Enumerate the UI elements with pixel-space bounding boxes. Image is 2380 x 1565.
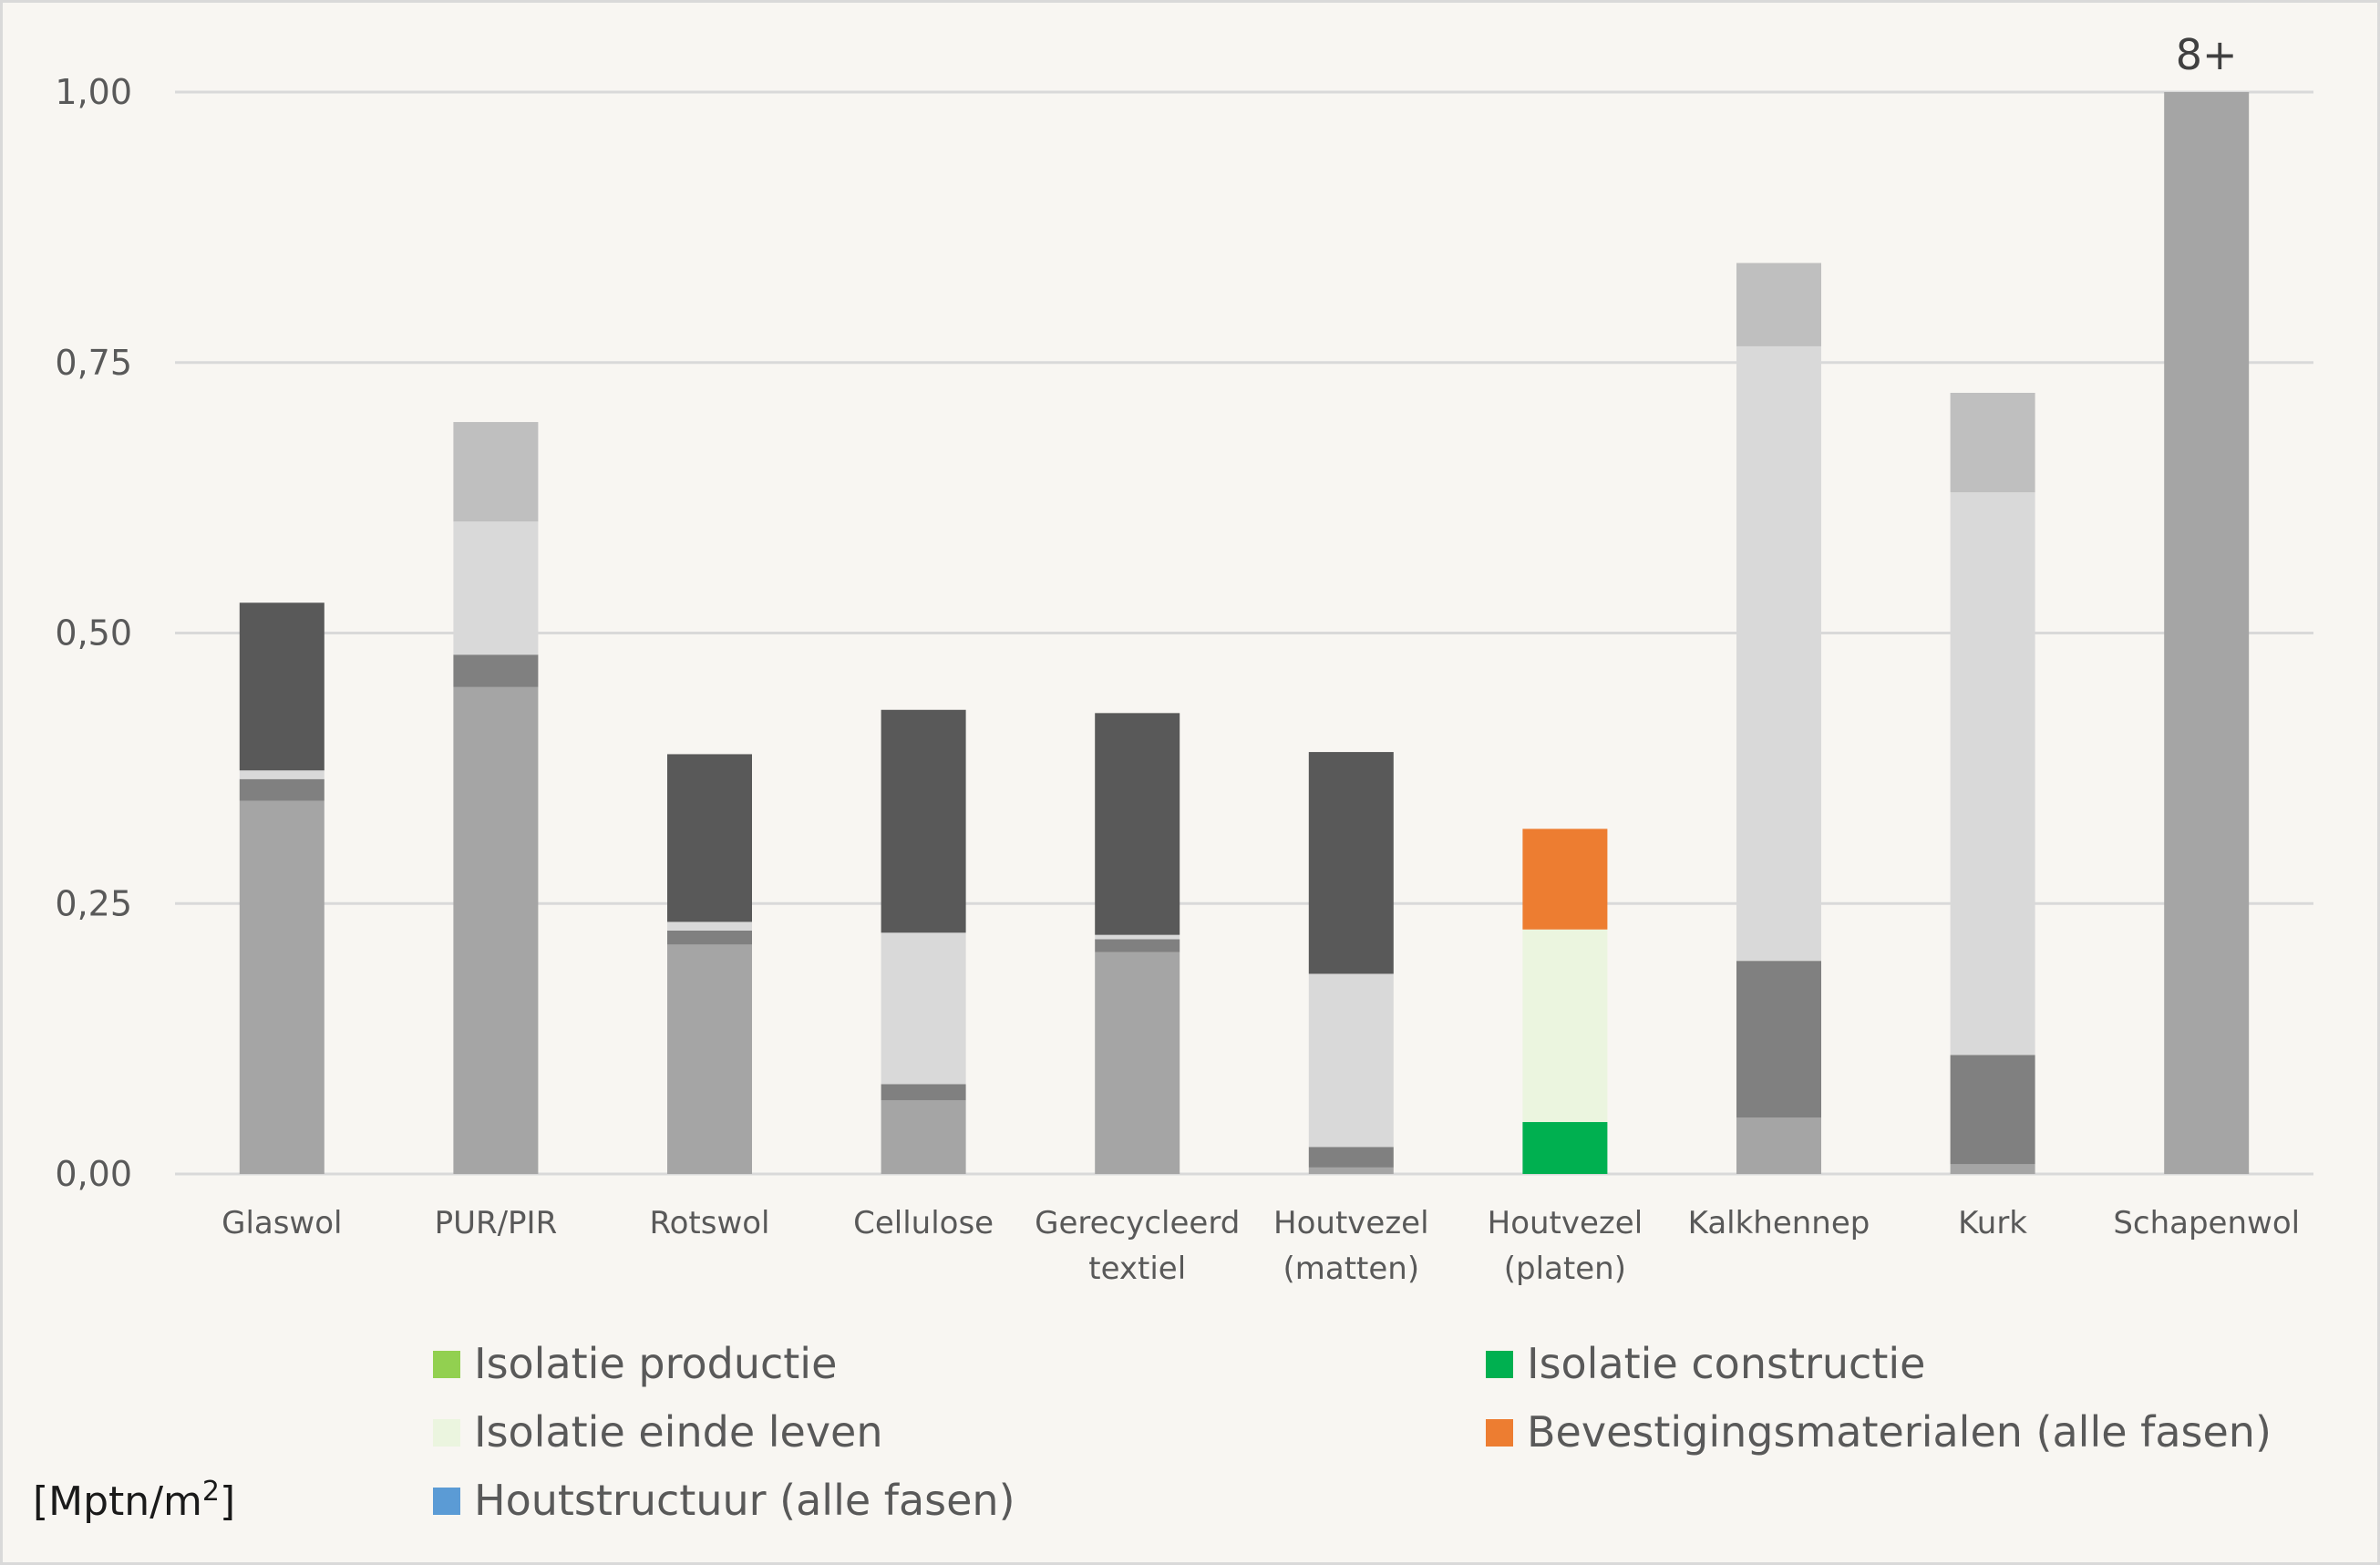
- bar-segment: [239, 778, 325, 801]
- bar-group: [1736, 263, 1821, 1174]
- bar-segment: [1736, 345, 1821, 962]
- bar-segment: [239, 800, 325, 1174]
- category-label: Glaswol: [222, 1205, 342, 1241]
- category-label: Cellulose: [853, 1205, 994, 1241]
- bar-segment: [1736, 1117, 1821, 1174]
- bar-segment: [881, 932, 966, 1085]
- bar-segment: [1095, 934, 1180, 940]
- bar-segment: [667, 944, 752, 1174]
- legend-label: Bevestigingsmaterialen (alle fasen): [1527, 1407, 2272, 1457]
- legend-item: Isolatie constructie: [1486, 1339, 1925, 1388]
- bar-segment: [1522, 1122, 1608, 1174]
- y-tick-label: 0,00: [55, 1154, 132, 1194]
- annotations: 8+: [2176, 30, 2238, 79]
- bar-segment: [667, 930, 752, 945]
- legend-item: Bevestigingsmaterialen (alle fasen): [1486, 1407, 2272, 1457]
- bar-group: [667, 754, 752, 1174]
- y-tick-label: 0,50: [55, 613, 132, 654]
- bar-segment: [1522, 829, 1608, 930]
- bar-group: [453, 422, 539, 1174]
- legend-swatch: [433, 1419, 460, 1447]
- legend-item: Isolatie einde leven: [433, 1407, 883, 1457]
- legend-item: Isolatie productie: [433, 1339, 837, 1388]
- category-label: Houtvezel (matten): [1273, 1205, 1429, 1287]
- bar-segment: [1308, 752, 1394, 974]
- category-label: Houtvezel (platen): [1488, 1205, 1643, 1287]
- bar-segment: [2164, 92, 2250, 1174]
- bar-segment: [1950, 492, 2035, 1055]
- y-tick-label: 0,75: [55, 343, 132, 383]
- bar-segment: [453, 654, 539, 687]
- bar-segment: [453, 422, 539, 522]
- bar-segment: [667, 754, 752, 922]
- bar-segment: [1736, 961, 1821, 1118]
- legend-swatch: [1486, 1351, 1513, 1378]
- category-label: Gerecycleerd textiel: [1035, 1205, 1240, 1287]
- bar-group: [239, 602, 325, 1174]
- bar-segment: [1095, 952, 1180, 1174]
- x-axis-categories: Glaswol PUR/PIR Rotswol Cellulose Gerecyclee…: [222, 1205, 2300, 1287]
- bar-segment: [1095, 713, 1180, 935]
- bar-group: [881, 709, 966, 1174]
- bar-segment: [1736, 263, 1821, 346]
- bar-segment: [1095, 939, 1180, 952]
- legend-item: Houtstructuur (alle fasen): [433, 1476, 1015, 1525]
- bar-segment: [1308, 973, 1394, 1148]
- category-label: PUR/PIR: [435, 1205, 558, 1241]
- bar-segment: [1522, 929, 1608, 1123]
- bar-group: [1522, 829, 1608, 1174]
- bar-segment: [1950, 1055, 2035, 1165]
- legend-swatch: [1486, 1419, 1513, 1447]
- legend-label: Houtstructuur (alle fasen): [474, 1476, 1015, 1525]
- category-label: Schapenwol: [2113, 1205, 2300, 1241]
- category-label: Kalkhennep: [1688, 1205, 1870, 1241]
- bar-group: [1950, 392, 2035, 1174]
- legend-label: Isolatie constructie: [1527, 1339, 1925, 1388]
- bar-segment: [1950, 392, 2035, 493]
- legend-swatch: [433, 1488, 460, 1515]
- bar-segment: [239, 770, 325, 779]
- bar-group: [2164, 92, 2250, 1174]
- legend: Isolatie productie Isolatie constructie Is…: [433, 1339, 2272, 1525]
- legend-label: Isolatie productie: [474, 1339, 837, 1388]
- y-axis-ticks: 0,00 0,25 0,50 0,75 1,00: [55, 72, 132, 1194]
- bar-segment: [1950, 1164, 2035, 1174]
- bar-segment: [881, 1100, 966, 1174]
- bar-group: [1095, 713, 1180, 1174]
- bar-segment: [239, 602, 325, 771]
- bar-segment: [667, 921, 752, 931]
- bar-group: [1308, 752, 1394, 1174]
- category-label: Kurk: [1958, 1205, 2027, 1241]
- y-axis-unit-label: [Mptn/m2]: [33, 1476, 235, 1525]
- y-tick-label: 1,00: [55, 72, 132, 112]
- bar-segment: [1308, 1147, 1394, 1168]
- bar-segment: [1308, 1167, 1394, 1174]
- y-tick-label: 0,25: [55, 883, 132, 923]
- category-label: Rotswol: [650, 1205, 770, 1241]
- bar-segment: [453, 521, 539, 655]
- bar-segment: [453, 686, 539, 1174]
- bar-segment: [881, 1084, 966, 1101]
- bar-segment: [881, 709, 966, 933]
- legend-label: Isolatie einde leven: [474, 1407, 883, 1457]
- legend-swatch: [433, 1351, 460, 1378]
- bars: [239, 92, 2250, 1174]
- bar-annotation: 8+: [2176, 30, 2238, 79]
